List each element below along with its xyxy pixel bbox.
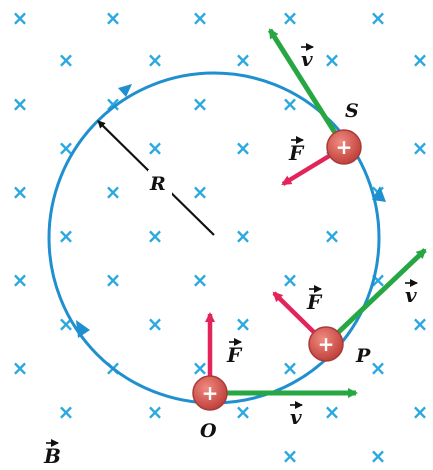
cross-x-icon: × [235, 312, 252, 336]
velocity-arrow-p [324, 248, 427, 346]
cross-x-icon: × [12, 268, 29, 292]
cross-x-icon: × [324, 224, 341, 248]
cross-x-icon: × [58, 224, 75, 248]
cross-x-icon: × [370, 444, 387, 468]
cross-x-icon: × [282, 6, 299, 30]
cross-x-icon: × [147, 312, 164, 336]
velocity-label-o: v [290, 401, 303, 429]
radius-label: R [149, 173, 166, 195]
svg-text:F: F [226, 343, 243, 367]
cross-x-icon: × [192, 6, 209, 30]
cross-x-icon: × [235, 224, 252, 248]
cross-x-icon: × [370, 356, 387, 380]
cross-x-icon: × [147, 400, 164, 424]
charge-sign-p: + [318, 332, 335, 356]
cross-x-icon: × [105, 268, 122, 292]
cross-x-icon: × [412, 312, 429, 336]
svg-text:B: B [43, 444, 61, 468]
cross-x-icon: × [147, 136, 164, 160]
point-o-label: O [200, 420, 217, 442]
cross-x-icon: × [192, 180, 209, 204]
cross-x-icon: × [282, 268, 299, 292]
cross-x-icon: × [235, 136, 252, 160]
force-label-o: F [226, 338, 243, 367]
force-label-p: F [306, 285, 323, 314]
cross-x-icon: × [58, 400, 75, 424]
svg-text:v: v [405, 283, 417, 307]
cross-x-icon: × [147, 48, 164, 72]
cross-x-icon: × [412, 400, 429, 424]
cross-x-icon: × [12, 356, 29, 380]
cross-x-icon: × [235, 48, 252, 72]
velocity-arrow-s [267, 28, 347, 149]
charge-o [192, 375, 228, 411]
velocity-label-s: v [301, 43, 314, 71]
cross-x-icon: × [282, 356, 299, 380]
cross-x-icon: × [282, 92, 299, 116]
arrowhead-icon [372, 186, 386, 202]
svg-text:v: v [301, 47, 313, 71]
charge-sign-s: + [336, 135, 353, 159]
cross-x-icon: × [192, 356, 209, 380]
cross-x-icon: × [412, 136, 429, 160]
point-p-label: P [355, 345, 371, 367]
cross-x-icon: × [192, 92, 209, 116]
cross-x-icon: × [324, 400, 341, 424]
svg-text:F: F [288, 141, 305, 165]
orbit-direction-arrows [76, 84, 386, 338]
charge-sign-o: + [202, 381, 219, 405]
charge-s [326, 129, 362, 165]
cross-x-icon: × [147, 224, 164, 248]
point-s-label: S [345, 100, 359, 122]
charge-p [308, 326, 344, 362]
field-label-b: B [43, 439, 61, 468]
cross-x-icon: × [324, 48, 341, 72]
force-label-s: F [288, 136, 305, 165]
cross-x-icon: × [370, 6, 387, 30]
cross-x-icon: × [412, 48, 429, 72]
velocity-label-p: v [405, 279, 418, 307]
arrowhead-icon [76, 320, 90, 338]
cross-x-icon: × [192, 268, 209, 292]
cross-x-icon: × [12, 180, 29, 204]
cross-x-icon: × [58, 136, 75, 160]
cross-x-icon: × [282, 444, 299, 468]
arrowhead-icon [118, 84, 132, 97]
cross-x-icon: × [105, 180, 122, 204]
cross-x-icon: × [12, 6, 29, 30]
cross-x-icon: × [58, 48, 75, 72]
cross-x-icon: × [235, 400, 252, 424]
svg-text:F: F [306, 290, 323, 314]
svg-text:v: v [290, 405, 302, 429]
cross-x-icon: × [105, 6, 122, 30]
cross-x-icon: × [12, 92, 29, 116]
